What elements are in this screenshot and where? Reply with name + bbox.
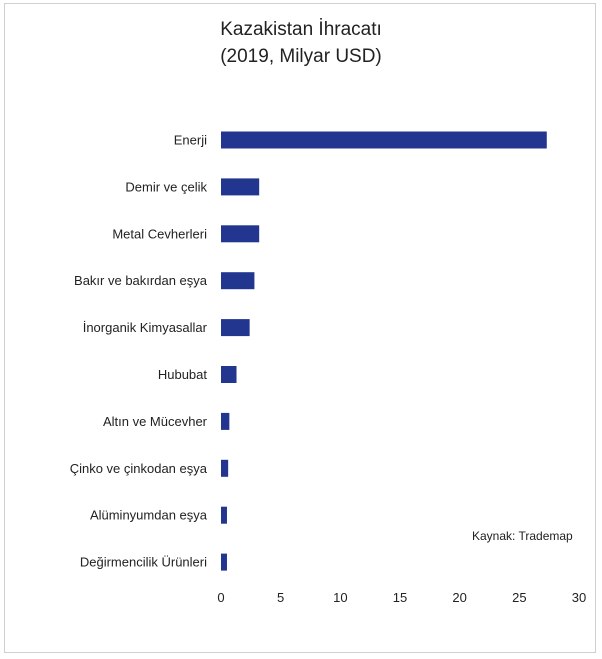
category-label: Metal Cevherleri [112, 226, 207, 241]
x-tick-label: 30 [572, 590, 586, 605]
x-tick-label: 0 [217, 590, 224, 605]
category-label: Çinko ve çinkodan eşya [70, 461, 208, 476]
bar-cinko-ve-cinkodan-esya [221, 459, 229, 477]
x-tick-label: 10 [333, 590, 347, 605]
category-label: Bakır ve bakırdan eşya [74, 273, 208, 288]
category-label: Altın ve Mücevher [103, 414, 208, 429]
category-label: Demir ve çelik [125, 179, 207, 194]
chart-frame [4, 3, 596, 653]
bar-metal-cevherleri [221, 225, 260, 243]
x-tick-label: 20 [452, 590, 466, 605]
source-note: Kaynak: Trademap [472, 529, 573, 543]
category-label: Değirmencilik Ürünleri [80, 555, 207, 570]
x-tick-label: 25 [512, 590, 526, 605]
x-tick-label: 15 [393, 590, 407, 605]
bar-bakir-ve-bakirdan-esya [221, 272, 255, 290]
bar-inorganik-kimyasallar [221, 319, 250, 337]
bar-hububat [221, 366, 237, 383]
bar-aluminyumdan-esya [221, 506, 227, 524]
bar-demir-ve-celik [221, 178, 260, 196]
bar-altin-ve-mucevher [221, 412, 230, 430]
category-label: Enerji [174, 133, 207, 148]
category-label: Alüminyumdan eşya [90, 508, 208, 523]
bar-degirmencilik-urunleri [221, 553, 227, 571]
bar-enerji [221, 131, 547, 149]
chart-subtitle: (2019, Milyar USD) [220, 46, 382, 67]
category-label: Hububat [158, 367, 208, 382]
chart-title: Kazakistan İhracatı [220, 19, 382, 40]
x-tick-label: 5 [277, 590, 284, 605]
category-label: İnorganik Kimyasallar [83, 320, 208, 335]
